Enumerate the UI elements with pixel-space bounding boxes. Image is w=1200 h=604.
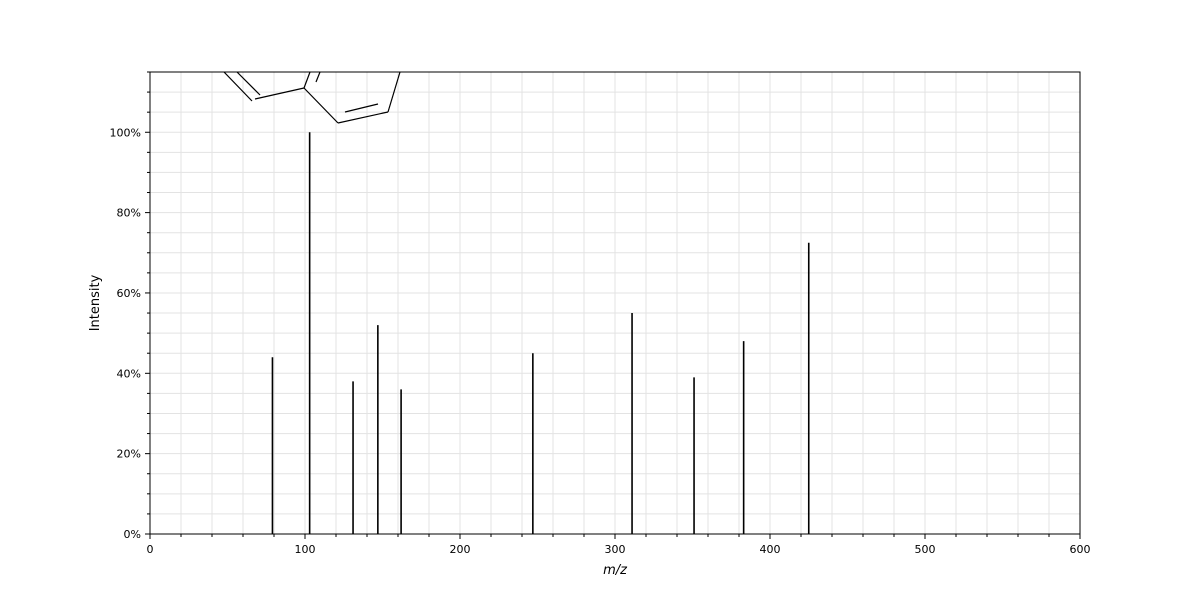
x-axis-ticks: 0 100 200 300 400 500 600 bbox=[147, 534, 1091, 556]
x-tick-label: 500 bbox=[915, 543, 936, 556]
structure-bond bbox=[387, 72, 401, 113]
y-tick-label: 60% bbox=[117, 287, 141, 300]
y-axis-ticks: 0% 20% 40% 60% 80% 100% bbox=[110, 71, 150, 541]
molecule-structure-drawing bbox=[223, 72, 401, 124]
x-axis-label: m/z bbox=[603, 563, 628, 578]
structure-bond bbox=[303, 87, 339, 124]
y-tick-label: 100% bbox=[110, 126, 141, 139]
y-tick-label: 40% bbox=[117, 367, 141, 380]
y-tick-label: 20% bbox=[117, 448, 141, 461]
structure-bond bbox=[337, 111, 389, 124]
y-tick-label: 0% bbox=[124, 528, 141, 541]
structure-bond bbox=[315, 72, 321, 83]
structure-bond bbox=[344, 103, 379, 113]
structure-bond bbox=[303, 72, 311, 89]
x-tick-label: 600 bbox=[1070, 543, 1091, 556]
x-tick-label: 100 bbox=[295, 543, 316, 556]
structure-bond bbox=[236, 72, 261, 96]
x-tick-label: 0 bbox=[147, 543, 154, 556]
grid-layer bbox=[149, 71, 1081, 535]
x-tick-label: 400 bbox=[760, 543, 781, 556]
y-axis-label: Intensity bbox=[88, 274, 103, 331]
structure-bond bbox=[254, 87, 305, 100]
y-tick-label: 80% bbox=[117, 207, 141, 220]
x-tick-label: 200 bbox=[450, 543, 471, 556]
x-tick-label: 300 bbox=[605, 543, 626, 556]
peaks-layer bbox=[271, 132, 810, 534]
structure-bond bbox=[223, 72, 253, 102]
